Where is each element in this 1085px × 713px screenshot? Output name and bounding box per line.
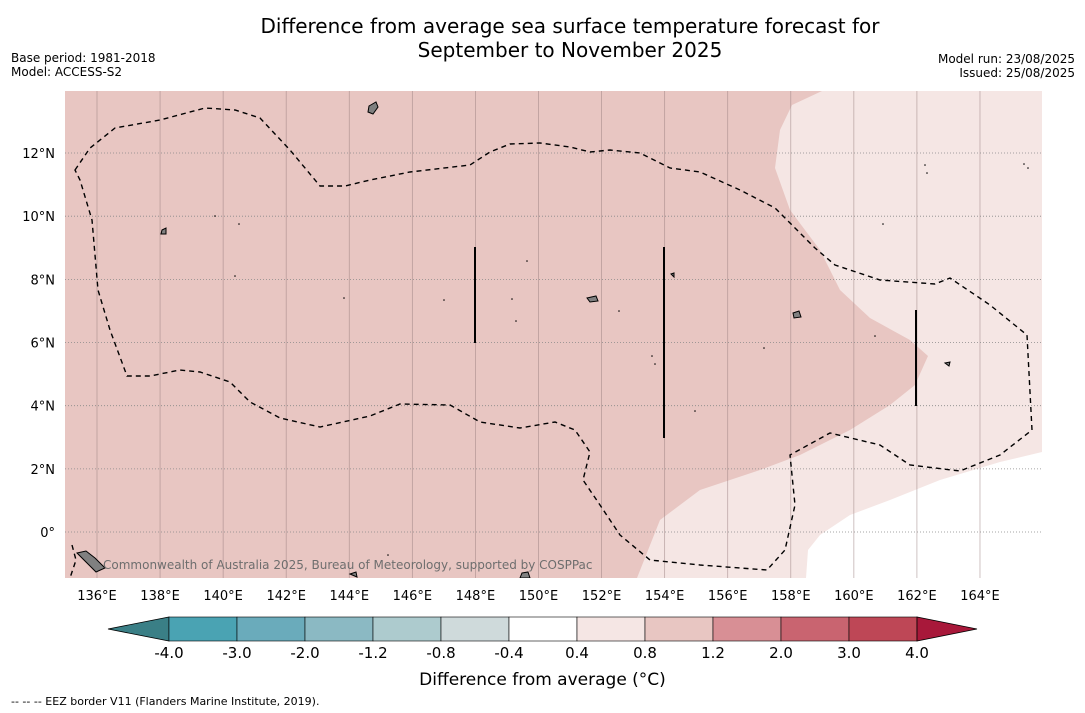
colorbar-tick-label: 0.4 bbox=[565, 644, 589, 662]
meta-left: Base period: 1981-2018 Model: ACCESS-S2 bbox=[11, 51, 156, 79]
base-period: Base period: 1981-2018 bbox=[11, 51, 156, 65]
colorbar-tick-label: -0.8 bbox=[426, 644, 455, 662]
longitude-label: 136°E bbox=[77, 589, 117, 604]
colorbar-extend-high bbox=[916, 616, 978, 642]
title-line-2: September to November 2025 bbox=[417, 38, 723, 62]
longitude-label: 152°E bbox=[582, 589, 622, 604]
meta-right: Model run: 23/08/2025 Issued: 25/08/2025 bbox=[938, 52, 1075, 80]
longitude-label: 148°E bbox=[456, 589, 496, 604]
anomaly-zone-near-average bbox=[806, 452, 1042, 578]
anomaly-zone-0.4-0.8 bbox=[637, 91, 1042, 578]
colorbar-segment bbox=[848, 616, 918, 642]
colorbar-segment bbox=[644, 616, 714, 642]
longitude-label: 144°E bbox=[330, 589, 370, 604]
colorbar-segment bbox=[440, 616, 510, 642]
longitude-label: 154°E bbox=[645, 589, 685, 604]
title-line-1: Difference from average sea surface temp… bbox=[260, 14, 880, 38]
latitude-label: 12°N bbox=[22, 147, 55, 162]
colorbar-segment bbox=[304, 616, 374, 642]
colorbar-extend-low bbox=[107, 616, 170, 642]
latitude-grid bbox=[65, 152, 1042, 533]
colorbar-tick-label: -4.0 bbox=[154, 644, 183, 662]
colorbar-ticks: -4.0 -3.0 -2.0 -1.2 -0.8 -0.4 0.4 0.8 1.2 2.0 3.0 4… bbox=[154, 644, 929, 662]
latitude-axis: 12°N 10°N 8°N 6°N 4°N 2°N 0° bbox=[22, 147, 55, 541]
longitude-axis: 136°E 138°E 140°E 142°E 144°E 146°E 148°E 150°E… bbox=[77, 589, 1000, 604]
latitude-label: 8°N bbox=[31, 273, 56, 288]
eez-border bbox=[74, 107, 1033, 571]
colorbar-tick-label: -0.4 bbox=[494, 644, 523, 662]
colorbar-segment bbox=[576, 616, 646, 642]
colorbar-segment bbox=[508, 616, 578, 642]
map-title: Difference from average sea surface temp… bbox=[0, 14, 1085, 62]
longitude-label: 164°E bbox=[960, 589, 1000, 604]
colorbar-tick-label: -3.0 bbox=[222, 644, 251, 662]
colorbar-tick-label: 0.8 bbox=[633, 644, 657, 662]
islands bbox=[76, 101, 951, 578]
colorbar-segment bbox=[712, 616, 782, 642]
model-name: Model: ACCESS-S2 bbox=[11, 65, 123, 79]
colorbar-tick-label: -2.0 bbox=[290, 644, 319, 662]
eez-border-south bbox=[69, 544, 77, 578]
colorbar-segment bbox=[780, 616, 850, 642]
latitude-label: 2°N bbox=[31, 463, 56, 478]
longitude-label: 158°E bbox=[771, 589, 811, 604]
longitude-label: 156°E bbox=[708, 589, 748, 604]
colorbar-tick-label: 2.0 bbox=[769, 644, 793, 662]
longitude-label: 146°E bbox=[393, 589, 433, 604]
longitude-label: 140°E bbox=[203, 589, 243, 604]
colorbar-tick-label: -1.2 bbox=[358, 644, 387, 662]
colorbar-segment bbox=[236, 616, 306, 642]
atolls bbox=[214, 163, 1029, 556]
colorbar-segments bbox=[107, 616, 978, 642]
latitude-label: 0° bbox=[40, 526, 55, 541]
colorbar-segment bbox=[372, 616, 442, 642]
colorbar-tick-label: 3.0 bbox=[837, 644, 861, 662]
eez-footnote: -- -- -- EEZ border V11 (Flanders Marine… bbox=[11, 695, 320, 708]
latitude-label: 10°N bbox=[22, 210, 55, 225]
latitude-label: 6°N bbox=[31, 337, 56, 352]
issued-date: Issued: 25/08/2025 bbox=[959, 66, 1075, 80]
longitude-label: 150°E bbox=[519, 589, 559, 604]
longitude-label: 160°E bbox=[834, 589, 874, 604]
colorbar-tick-label: 4.0 bbox=[905, 644, 929, 662]
colorbar-tick-label: 1.2 bbox=[701, 644, 725, 662]
colorbar-segment bbox=[168, 616, 238, 642]
latitude-label: 4°N bbox=[31, 400, 56, 415]
longitude-label: 138°E bbox=[140, 589, 180, 604]
longitude-label: 142°E bbox=[266, 589, 306, 604]
copyright-notice: Commonwealth of Australia 2025, Bureau o… bbox=[103, 558, 593, 572]
model-run: Model run: 23/08/2025 bbox=[937, 52, 1075, 66]
colorbar-label: Difference from average (°C) bbox=[419, 670, 666, 690]
longitude-label: 162°E bbox=[897, 589, 937, 604]
